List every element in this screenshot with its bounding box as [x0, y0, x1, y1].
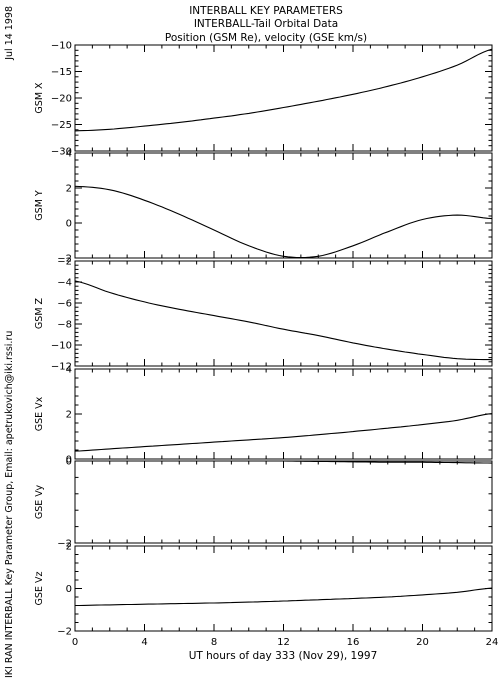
x-tick-label: 12 [277, 637, 290, 648]
series-line [74, 48, 493, 132]
y-tick-label: 2 [66, 184, 72, 195]
series-line [74, 280, 493, 361]
y-tick-label: 0 [66, 455, 72, 466]
y-tick-label: 2 [66, 542, 72, 553]
y-tick-label: −10 [51, 41, 72, 52]
panel-frame [74, 545, 493, 632]
panel-frame [74, 368, 493, 460]
y-tick-label: 0 [66, 219, 72, 230]
y-tick-label: −2 [57, 539, 72, 550]
series-line [75, 460, 493, 464]
panel-y-label: GSM Y [34, 190, 45, 221]
chart-title-line-1: INTERBALL KEY PARAMETERS [189, 5, 343, 17]
y-tick-label: −2 [57, 257, 72, 268]
x-axis-label: UT hours of day 333 (Nov 29), 1997 [189, 650, 378, 662]
y-tick-label: −30 [51, 147, 72, 158]
y-tick-label: −6 [57, 299, 72, 310]
panel-frame [74, 152, 493, 259]
y-tick-label: 4 [66, 149, 72, 160]
panel-frame [74, 460, 493, 544]
y-tick-label: 4 [66, 365, 72, 376]
y-tick-label: −4 [57, 278, 72, 289]
y-tick-label: −15 [51, 67, 72, 78]
panel-frame [74, 44, 493, 152]
y-tick-label: −2 [57, 254, 72, 265]
y-tick-label: −25 [51, 120, 72, 131]
x-tick-label: 4 [141, 637, 147, 648]
x-tick-label: 20 [416, 637, 429, 648]
y-tick-label: 0 [66, 457, 72, 468]
panel-y-label: GSE Vz [34, 572, 45, 606]
x-tick-label: 16 [347, 637, 360, 648]
side-credit-label: IKI RAN INTERBALL Key Parameter Group, E… [4, 331, 15, 678]
panel-frame [74, 260, 493, 367]
y-tick-label: −12 [51, 362, 72, 373]
y-tick-label: −2 [57, 627, 72, 638]
y-tick-label: −20 [51, 94, 72, 105]
panel-y-label: GSM Z [34, 297, 45, 329]
chart-title-line-3: Position (GSM Re), velocity (GSE km/s) [165, 32, 367, 44]
y-tick-label: 0 [66, 584, 72, 595]
series-line [75, 587, 493, 607]
chart-title-line-2: INTERBALL-Tail Orbital Data [194, 18, 338, 30]
x-tick-label: 8 [211, 637, 217, 648]
x-tick-label: 24 [486, 637, 499, 648]
panel-y-label: GSM X [34, 82, 45, 114]
y-tick-label: −10 [51, 341, 72, 352]
series-line [74, 413, 493, 452]
panel-y-label: GSE Vx [34, 396, 45, 431]
y-tick-label: −8 [57, 320, 72, 331]
panel-y-label: GSE Vy [34, 484, 45, 519]
x-tick-label: 0 [72, 637, 78, 648]
y-tick-label: 2 [66, 410, 72, 421]
series-line [74, 185, 493, 259]
side-date-label: Jul 14 1998 [4, 6, 15, 61]
